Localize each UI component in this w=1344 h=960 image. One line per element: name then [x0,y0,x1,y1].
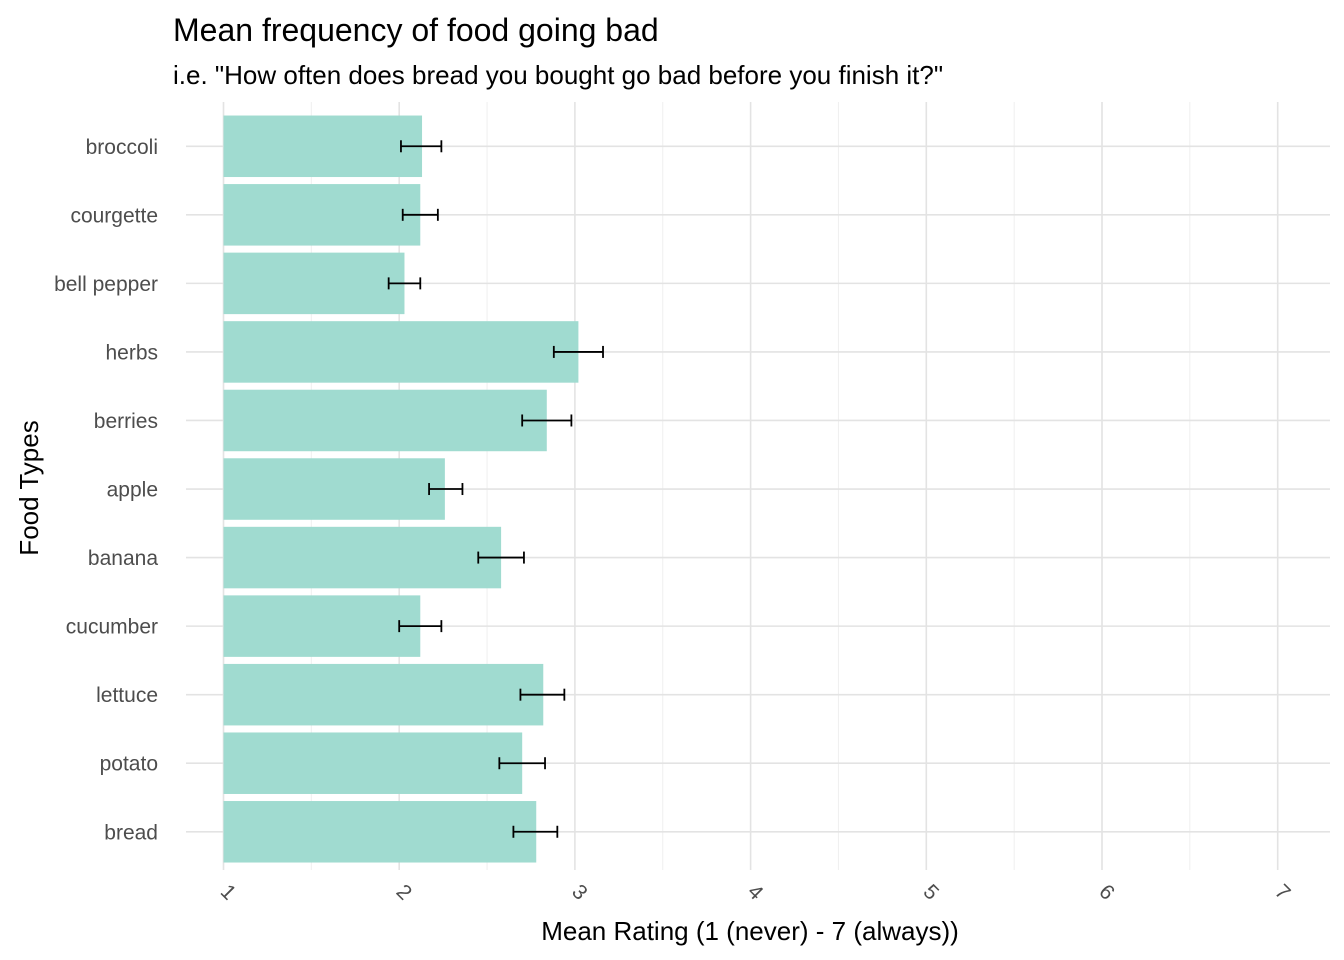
bar-lettuce [223,663,544,726]
errorbar-apple [428,483,464,496]
x-tick-label: 5 [919,880,944,905]
x-tick-label: 6 [1094,880,1119,905]
bar-berries [223,389,547,452]
y-tick-label: broccoli [86,136,158,159]
y-tick-label: cucumber [66,616,158,639]
x-axis-label: Mean Rating (1 (never) - 7 (always)) [541,916,959,946]
bars [223,115,579,863]
y-tick-label: banana [88,547,158,570]
x-tick-label: 7 [1270,880,1295,905]
y-tick-label: lettuce [96,684,158,707]
chart-subtitle: i.e. "How often does bread you bought go… [173,60,944,90]
errorbar-cucumber [398,620,443,633]
bar-bread [223,801,537,863]
bar-cucumber [223,595,421,657]
errorbar-lettuce [519,688,566,701]
errorbar-berries [521,414,573,427]
errorbar-potato [498,757,546,770]
errorbar-bread [512,825,559,838]
x-tick-label: 3 [567,880,592,905]
bar-apple [223,458,445,520]
y-tick-label: herbs [105,341,158,364]
y-tick-label: bell pepper [54,273,158,296]
errorbar-broccoli [400,140,443,153]
bar-banana [223,526,502,589]
errorbar-bell-pepper [387,277,422,290]
errorbar-courgette [401,208,439,221]
y-tick-label: potato [100,753,158,776]
errorbar-banana [477,551,525,564]
y-tick-label: bread [104,821,158,844]
error-bars [387,140,604,838]
y-axis-label: Food Types [14,420,44,555]
x-tick-labels: 1 2 3 4 5 6 7 [216,880,1295,905]
bar-bell-pepper [223,252,405,315]
x-tick-label: 1 [216,880,241,905]
bar-courgette [223,184,421,246]
bar-herbs [223,321,579,383]
x-tick-label: 4 [743,880,768,905]
bar-broccoli [223,115,423,178]
errorbar-herbs [552,345,604,358]
x-tick-label: 2 [392,880,417,905]
y-tick-label: berries [94,410,158,433]
y-tick-labels: broccoli courgette bell pepper herbs berries… [54,136,158,845]
chart-title: Mean frequency of food going bad [173,12,659,48]
y-tick-label: courgette [70,204,158,227]
bar-potato [223,732,523,794]
y-tick-label: apple [107,479,158,502]
